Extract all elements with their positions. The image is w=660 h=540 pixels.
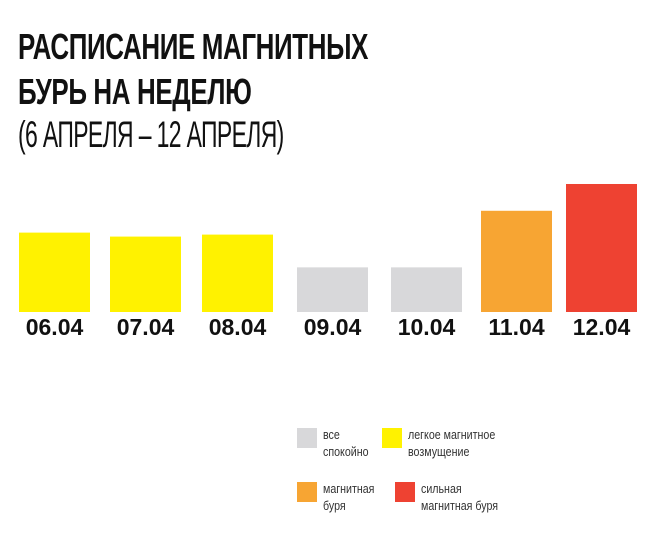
bar-07.04 <box>110 236 181 312</box>
subtitle: (6 АПРЕЛЯ – 12 АПРЕЛЯ) <box>18 114 284 155</box>
legend-label: возмущение <box>408 444 470 459</box>
x-tick-label: 09.04 <box>304 314 362 340</box>
legend-label: буря <box>323 498 346 513</box>
legend-label: магнитная <box>323 481 375 496</box>
x-tick-label: 06.04 <box>26 314 84 340</box>
title-line-1: РАСПИСАНИЕ МАГНИТНЫХ <box>18 26 369 67</box>
bar-11.04 <box>481 210 552 312</box>
legend-swatch-light <box>382 428 402 448</box>
title-line-2: БУРЬ НА НЕДЕЛЮ <box>18 71 252 112</box>
legend-item-light: легкое магнитное возмущение <box>382 426 514 460</box>
legend-label: спокойно <box>323 444 369 459</box>
legend-item-storm: магнитная буря <box>297 480 386 514</box>
x-tick-label: 11.04 <box>488 314 544 340</box>
bar-08.04 <box>202 234 273 312</box>
bar-09.04 <box>297 267 368 312</box>
legend-item-calm: все спокойно <box>297 426 379 460</box>
legend-label: все <box>323 427 340 442</box>
x-tick-label: 07.04 <box>117 314 175 340</box>
x-tick-label: 08.04 <box>209 314 267 340</box>
legend-label: легкое магнитное <box>408 427 496 442</box>
legend-swatch-storm <box>297 482 317 502</box>
x-tick-label: 12.04 <box>573 314 631 340</box>
bar-06.04 <box>19 232 90 312</box>
bar-chart: 06.04 07.04 08.04 09.04 10.04 11.04 12.04 <box>19 183 637 340</box>
legend-label: сильная <box>421 481 462 496</box>
legend-item-strong: сильная магнитная буря <box>395 480 515 514</box>
bar-12.04 <box>566 183 637 312</box>
legend-swatch-strong <box>395 482 415 502</box>
legend-swatch-calm <box>297 428 317 448</box>
legend-label: магнитная буря <box>421 498 499 513</box>
bar-10.04 <box>391 267 462 312</box>
x-tick-label: 10.04 <box>398 314 456 340</box>
